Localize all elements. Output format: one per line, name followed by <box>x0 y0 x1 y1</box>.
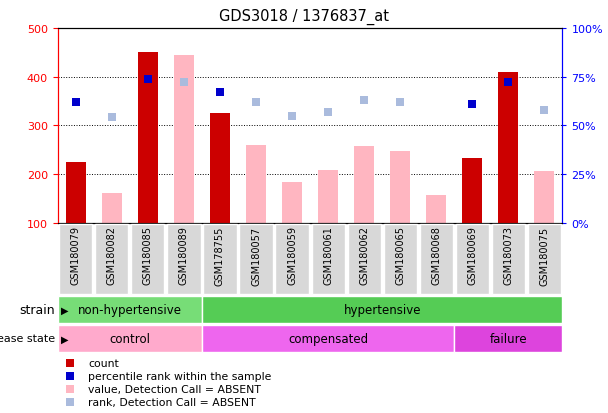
Text: GSM180089: GSM180089 <box>179 226 189 285</box>
Text: GSM180057: GSM180057 <box>251 226 261 285</box>
Text: count: count <box>88 358 119 368</box>
Text: compensated: compensated <box>288 332 368 345</box>
Text: hypertensive: hypertensive <box>344 303 421 316</box>
Text: non-hypertensive: non-hypertensive <box>78 303 182 316</box>
Text: GSM180075: GSM180075 <box>539 226 550 285</box>
Text: GSM180068: GSM180068 <box>431 226 441 285</box>
Text: GSM180069: GSM180069 <box>468 226 477 285</box>
Bar <box>210 114 230 223</box>
Bar <box>59 225 92 294</box>
Bar <box>311 225 345 294</box>
Text: GSM180065: GSM180065 <box>395 226 405 285</box>
Bar <box>384 225 416 294</box>
Text: GSM180061: GSM180061 <box>323 226 333 285</box>
Text: GSM180079: GSM180079 <box>71 226 81 285</box>
Bar <box>318 171 338 223</box>
Text: rank, Detection Call = ABSENT: rank, Detection Call = ABSENT <box>88 396 255 407</box>
Bar <box>348 225 381 294</box>
Text: failure: failure <box>489 332 527 345</box>
Bar <box>202 325 454 351</box>
Bar <box>462 159 482 223</box>
Bar <box>528 225 561 294</box>
Text: GSM180062: GSM180062 <box>359 226 369 285</box>
Bar <box>202 297 562 323</box>
Bar <box>131 225 164 294</box>
Text: GDS3018 / 1376837_at: GDS3018 / 1376837_at <box>219 9 389 25</box>
Bar <box>102 194 122 223</box>
Text: strain: strain <box>19 303 55 316</box>
Text: GSM180073: GSM180073 <box>503 226 513 285</box>
Text: GSM180059: GSM180059 <box>287 226 297 285</box>
Text: GSM180085: GSM180085 <box>143 226 153 285</box>
Bar <box>204 225 237 294</box>
Text: ▶: ▶ <box>61 334 68 344</box>
Bar <box>420 225 453 294</box>
Bar <box>492 225 525 294</box>
Bar <box>390 151 410 223</box>
Bar <box>167 225 201 294</box>
Bar <box>456 225 489 294</box>
Bar <box>246 145 266 223</box>
Text: disease state: disease state <box>0 334 55 344</box>
Bar <box>454 325 562 351</box>
Bar <box>138 53 158 223</box>
Bar <box>95 225 128 294</box>
Text: ▶: ▶ <box>61 305 68 315</box>
Bar <box>426 195 446 223</box>
Bar <box>275 225 309 294</box>
Text: percentile rank within the sample: percentile rank within the sample <box>88 371 271 381</box>
Bar <box>282 183 302 223</box>
Text: control: control <box>109 332 150 345</box>
Bar <box>499 73 518 223</box>
Text: value, Detection Call = ABSENT: value, Detection Call = ABSENT <box>88 384 261 394</box>
Bar <box>240 225 272 294</box>
Bar <box>58 297 202 323</box>
Bar <box>58 325 202 351</box>
Bar <box>534 172 554 223</box>
Bar <box>354 146 374 223</box>
Text: GSM180082: GSM180082 <box>107 226 117 285</box>
Text: GSM178755: GSM178755 <box>215 226 225 285</box>
Bar <box>174 56 194 223</box>
Bar <box>66 162 86 223</box>
